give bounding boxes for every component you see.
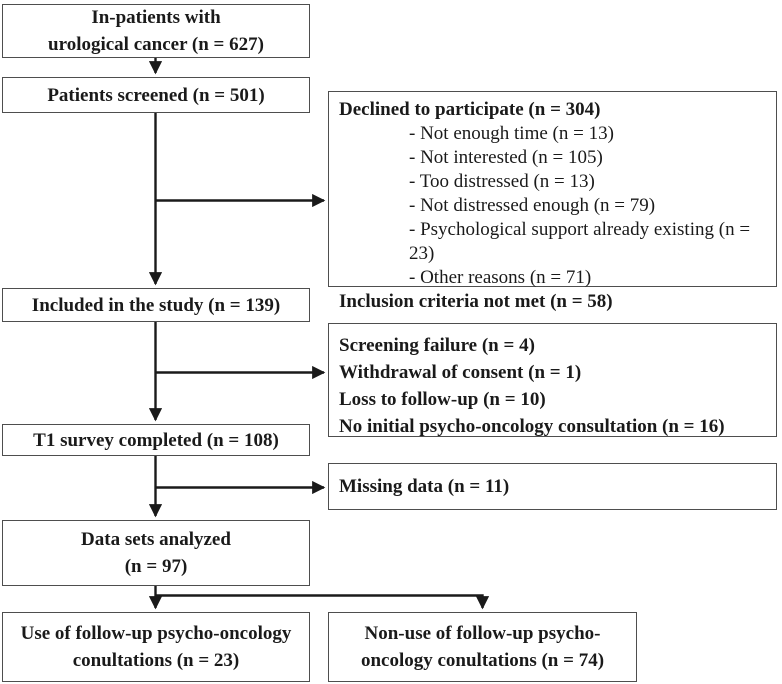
exclusion-item: No initial psycho-oncology consultation …: [339, 416, 725, 437]
box-analyzed: Data sets analyzed (n = 97): [2, 520, 310, 586]
exclusion-item: Withdrawal of consent (n = 1): [339, 362, 582, 383]
box-screened-label: Patients screened (n = 501): [47, 84, 265, 106]
declined-item: - Too distressed (n = 13): [409, 171, 595, 192]
box-analyzed-line2: (n = 97): [124, 556, 188, 577]
box-t1-survey-label: T1 survey completed (n = 108): [33, 429, 279, 451]
box-inpatients-line2: urological cancer (n = 627): [48, 34, 264, 55]
box-inpatients: In-patients with urological cancer (n = …: [2, 4, 310, 58]
declined-footer: Inclusion criteria not met (n = 58): [339, 291, 613, 312]
box-missing-data: Missing data (n = 11): [328, 463, 777, 510]
box-missing-data-label: Missing data (n = 11): [339, 475, 510, 497]
exclusion-item: Screening failure (n = 4): [339, 335, 535, 356]
declined-header: Declined to participate (n = 304): [339, 99, 601, 120]
box-use-followup: Use of follow-up psycho-oncology conulta…: [2, 612, 310, 682]
box-declined: Declined to participate (n = 304) - Not …: [328, 91, 777, 312]
box-exclusions: Screening failure (n = 4) Withdrawal of …: [328, 323, 777, 437]
box-included: Included in the study (n = 139): [2, 288, 310, 322]
box-analyzed-line1: Data sets analyzed: [81, 529, 231, 550]
exclusion-item: Loss to follow-up (n = 10): [339, 389, 546, 410]
declined-item: - Psychological support already existing…: [409, 219, 751, 264]
box-screened: Patients screened (n = 501): [2, 77, 310, 113]
box-nonuse-followup: Non-use of follow-up psycho- oncology co…: [328, 612, 637, 682]
box-use-followup-line1: Use of follow-up psycho-oncology: [20, 623, 292, 644]
arrow-analyzed-to-nonuse: [155, 594, 490, 610]
box-included-label: Included in the study (n = 139): [31, 294, 281, 316]
declined-item: - Not interested (n = 105): [409, 147, 603, 168]
declined-item: - Not enough time (n = 13): [409, 123, 614, 144]
box-t1-survey: T1 survey completed (n = 108): [2, 424, 310, 456]
declined-item: - Other reasons (n = 71): [409, 267, 592, 288]
box-use-followup-line2: conultations (n = 23): [72, 650, 240, 671]
box-nonuse-followup-line2: oncology conultations (n = 74): [360, 650, 605, 671]
box-inpatients-line1: In-patients with: [91, 7, 221, 28]
declined-item: - Not distressed enough (n = 79): [409, 195, 656, 216]
box-nonuse-followup-line1: Non-use of follow-up psycho-: [364, 623, 601, 644]
